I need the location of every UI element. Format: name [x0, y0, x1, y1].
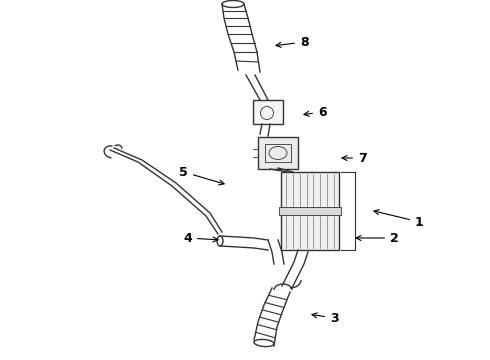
Text: 3: 3 [312, 311, 339, 324]
Bar [265, 144, 291, 162]
Text: 7: 7 [342, 152, 367, 165]
Text: 2: 2 [356, 231, 399, 244]
Bar [279, 207, 341, 215]
Text: 4: 4 [183, 231, 218, 244]
Text: 8: 8 [276, 36, 309, 49]
Bar [281, 214, 339, 250]
Bar [258, 137, 298, 169]
Bar [253, 100, 283, 124]
Text: 5: 5 [179, 166, 224, 185]
Text: 6: 6 [304, 105, 327, 118]
Bar [281, 172, 339, 208]
Text: 1: 1 [374, 210, 424, 229]
